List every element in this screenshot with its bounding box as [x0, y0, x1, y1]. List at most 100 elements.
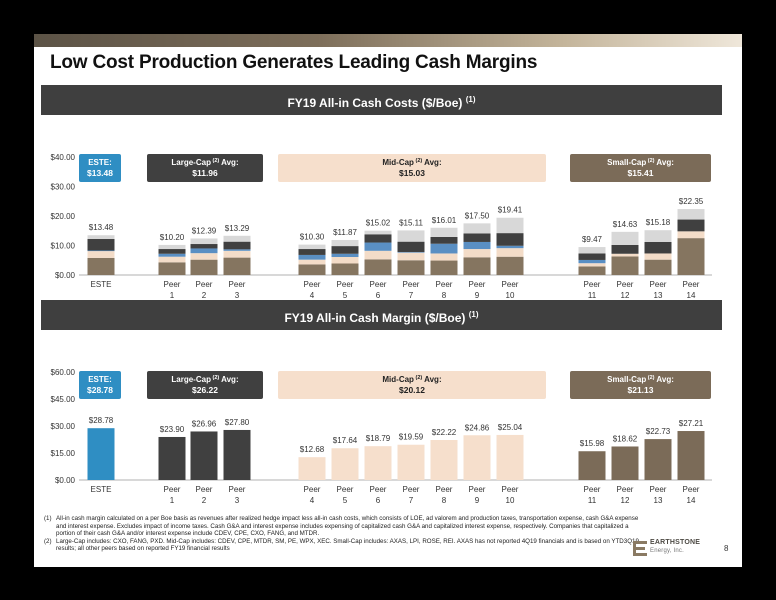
margin-xtick-1: Peer: [164, 485, 181, 494]
costs-xtick-12-line2: 12: [621, 291, 630, 300]
costs-bar-10-gna: [496, 233, 524, 246]
margin-xtick-2-line2: 2: [202, 496, 207, 505]
margin-xtick-13-line2: 13: [654, 496, 663, 505]
costs-bar-6-loe: [364, 259, 392, 275]
cash-margin-chart: $0.00 $15.00 $30.00 $45.00 $60.00 ESTE Peer 1 Pe…: [51, 368, 712, 505]
margin-callout-large-label2: Avg:: [219, 375, 238, 384]
costs-total-label-1: $10.20: [160, 233, 185, 242]
margin-callout-mid-label2: Avg:: [422, 375, 441, 384]
costs-bar-2-transport: [190, 248, 218, 254]
costs-bar-7-loe: [397, 260, 425, 275]
margin-value-label-5: $17.64: [333, 436, 358, 445]
costs-xtick-2: Peer: [196, 280, 213, 289]
margin-ytick-3: $45.00: [51, 395, 76, 404]
costs-bar-10-transport: [496, 245, 524, 249]
margin-bar-10: [496, 434, 524, 480]
costs-bar-3-interest: [223, 235, 251, 242]
costs-callout-mid-label: Mid-Cap (2) Avg:: [382, 158, 441, 167]
costs-callout-large-value: $11.96: [192, 168, 218, 178]
costs-bar-8-gna: [430, 236, 458, 244]
costs-xtick-7: Peer: [403, 280, 420, 289]
margin-bar-4: [298, 457, 326, 480]
costs-xtick-11: Peer: [584, 280, 601, 289]
margin-bar-2: [190, 431, 218, 480]
costs-total-label-8: $16.01: [432, 216, 457, 225]
margin-value-label-8: $22.22: [432, 428, 457, 437]
costs-xtick-4: Peer: [304, 280, 321, 289]
costs-xtick-10-line2: 10: [506, 291, 515, 300]
costs-xtick-9-line2: 9: [475, 291, 480, 300]
costs-bar-10-interest: [496, 217, 524, 234]
margin-value-label-11: $15.98: [580, 439, 605, 448]
costs-bar-3-gna: [223, 241, 251, 250]
costs-bar-4-adval: [298, 259, 326, 265]
costs-bar-12-loe: [611, 256, 639, 275]
costs-callout-small-value: $15.41: [628, 168, 654, 178]
margin-bar-14: [677, 431, 705, 480]
costs-bar-1-loe: [158, 262, 186, 275]
costs-bar-9-interest: [463, 223, 491, 234]
costs-bar-2-interest: [190, 238, 218, 245]
margin-value-label-6: $18.79: [366, 434, 391, 443]
costs-callout-small-label: Small-Cap (2) Avg:: [607, 158, 674, 167]
margin-xtick-14-line2: 14: [687, 496, 696, 505]
margin-ytick-1: $15.00: [51, 449, 76, 458]
costs-bar-12-interest: [611, 231, 639, 245]
margin-value-label-2: $26.96: [192, 419, 217, 428]
costs-bar-12-adval: [611, 253, 639, 257]
costs-xtick-14: Peer: [683, 280, 700, 289]
cash-costs-header-text: FY19 All-in Cash Costs ($/Boe): [287, 96, 463, 110]
costs-xtick-1: Peer: [164, 280, 181, 289]
costs-ytick-4: $40.00: [51, 153, 76, 162]
costs-bar-1-gna: [158, 249, 186, 254]
costs-bar-3-transport: [223, 249, 251, 251]
costs-xtick-7-line2: 7: [409, 291, 414, 300]
margin-xtick-4: Peer: [304, 485, 321, 494]
margin-callout-mid-label: Mid-Cap (2) Avg:: [382, 375, 441, 384]
costs-total-label-7: $15.11: [399, 218, 423, 227]
margin-value-label-13: $22.73: [646, 427, 671, 436]
costs-total-label-2: $12.39: [192, 226, 217, 235]
margin-xtick-10-line2: 10: [506, 496, 515, 505]
margin-xtick-5-line2: 5: [343, 496, 348, 505]
costs-bar-5-adval: [331, 257, 359, 264]
earthstone-logo-icon: [633, 541, 647, 556]
margin-value-label-9: $24.86: [465, 423, 490, 432]
costs-bar-5-gna: [331, 246, 359, 254]
costs-xtick-2-line2: 2: [202, 291, 207, 300]
costs-ytick-0: $0.00: [55, 271, 76, 280]
cash-margin-header: FY19 All-in Cash Margin ($/Boe) (1): [41, 300, 722, 330]
costs-bar-7-gna: [397, 241, 425, 252]
costs-bar-11-adval: [578, 263, 606, 267]
margin-xtick-6-line2: 6: [376, 496, 381, 505]
costs-callout-este: [79, 154, 121, 182]
costs-bar-9-loe: [463, 257, 491, 275]
costs-xtick-6: Peer: [370, 280, 387, 289]
costs-bar-3-loe: [223, 257, 251, 275]
margin-xtick-14: Peer: [683, 485, 700, 494]
costs-xtick-11-line2: 11: [588, 291, 597, 300]
costs-bar-11-transport: [578, 259, 606, 264]
costs-xtick-5: Peer: [337, 280, 354, 289]
costs-xtick-12: Peer: [617, 280, 634, 289]
earthstone-logo: EARTHSTONE Energy, Inc.: [632, 537, 712, 559]
costs-bar-14-adval: [677, 231, 705, 239]
margin-xtick-9: Peer: [469, 485, 486, 494]
costs-callout-mid: [278, 154, 546, 182]
costs-callout-mid-sup: (2): [414, 158, 422, 164]
margin-callout-mid: [278, 371, 546, 399]
footnote-2-number: (2): [44, 537, 52, 545]
costs-total-label-3: $13.29: [225, 224, 250, 233]
margin-callout-large-value: $26.22: [192, 385, 218, 395]
top-accent-bar: [34, 34, 742, 47]
costs-bar-10-loe: [496, 256, 524, 275]
costs-callout-small: [570, 154, 711, 182]
costs-bar-2-adval: [190, 253, 218, 260]
margin-xtick-12-line2: 12: [621, 496, 630, 505]
costs-xtick-13: Peer: [650, 280, 667, 289]
margin-xtick-4-line2: 4: [310, 496, 315, 505]
margin-ytick-2: $30.00: [51, 422, 76, 431]
costs-callout-small-label2: Avg:: [654, 158, 673, 167]
costs-total-label-6: $15.02: [366, 219, 391, 228]
costs-bar-2-gna: [190, 244, 218, 249]
